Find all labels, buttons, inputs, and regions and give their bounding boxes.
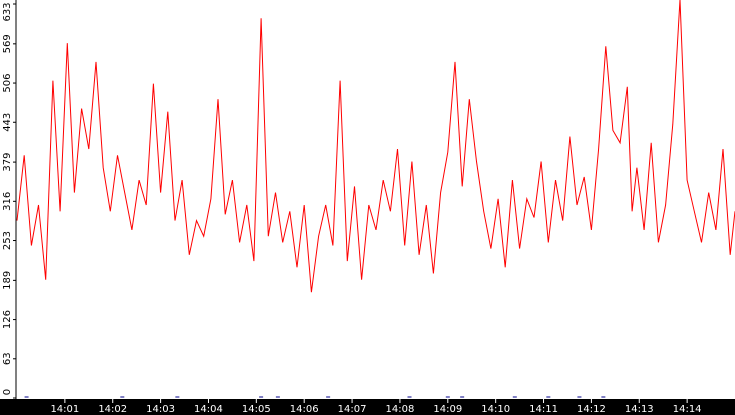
y-tick-label: 506 bbox=[2, 74, 13, 93]
y-tick-label: 379 bbox=[2, 153, 13, 172]
x-axis-ticks: 14:01 14:02 14:03 14:04 14:05 14:06 14:07 14:08… bbox=[50, 399, 702, 415]
x-tick-label: 14:12 bbox=[577, 404, 606, 415]
y-tick-label: 316 bbox=[2, 192, 13, 211]
y-tick-label: 443 bbox=[2, 113, 13, 132]
x-tick-label: 14:14 bbox=[673, 404, 702, 415]
series-group bbox=[16, 0, 735, 293]
x-tick-label: 14:06 bbox=[290, 404, 319, 415]
y-tick-label: 253 bbox=[2, 231, 13, 250]
x-tick-label: 14:10 bbox=[481, 404, 510, 415]
x-tick-label: 14:13 bbox=[625, 404, 654, 415]
y-axis-band bbox=[0, 0, 16, 399]
y-tick-label: 569 bbox=[2, 34, 13, 53]
x-tick-label: 14:09 bbox=[433, 404, 462, 415]
y-tick-label: 633 bbox=[2, 2, 13, 21]
y-tick-label: 63 bbox=[2, 352, 13, 365]
x-tick-label: 14:11 bbox=[529, 404, 558, 415]
x-tick-label: 14:08 bbox=[386, 404, 415, 415]
x-tick-label: 14:03 bbox=[146, 404, 175, 415]
y-tick-label: 189 bbox=[2, 271, 13, 290]
y-tick-label: 0 bbox=[2, 389, 13, 395]
x-axis-band bbox=[0, 399, 735, 415]
y-tick-label: 126 bbox=[2, 310, 13, 329]
x-tick-label: 14:02 bbox=[98, 404, 127, 415]
x-tick-label: 14:07 bbox=[338, 404, 367, 415]
y-axis-ticks: 0 63 126 189 253 316 379 443 506 569 633 bbox=[2, 2, 16, 399]
x-tick-label: 14:05 bbox=[242, 404, 271, 415]
x-tick-label: 14:04 bbox=[194, 404, 223, 415]
series-line bbox=[16, 0, 735, 293]
x-tick-label: 14:01 bbox=[50, 404, 79, 415]
